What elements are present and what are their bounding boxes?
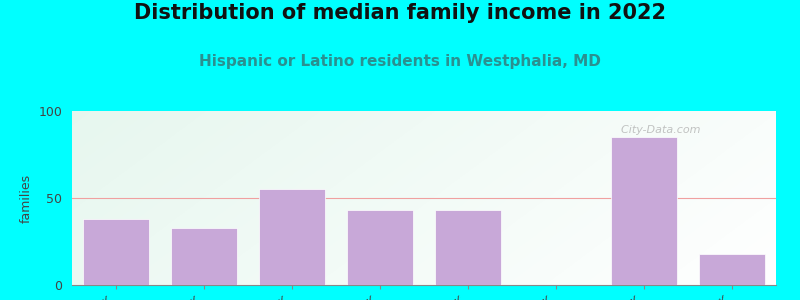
Bar (83, 219, 149, 285)
Bar (435, 210, 501, 285)
Text: Distribution of median family income in 2022: Distribution of median family income in … (134, 3, 666, 23)
Y-axis label: families: families (20, 173, 33, 223)
Bar (347, 210, 413, 285)
Bar (171, 228, 237, 285)
Bar (699, 254, 765, 285)
Bar (611, 137, 677, 285)
Bar (259, 189, 325, 285)
Text: Hispanic or Latino residents in Westphalia, MD: Hispanic or Latino residents in Westphal… (199, 54, 601, 69)
Text: City-Data.com: City-Data.com (614, 125, 701, 135)
